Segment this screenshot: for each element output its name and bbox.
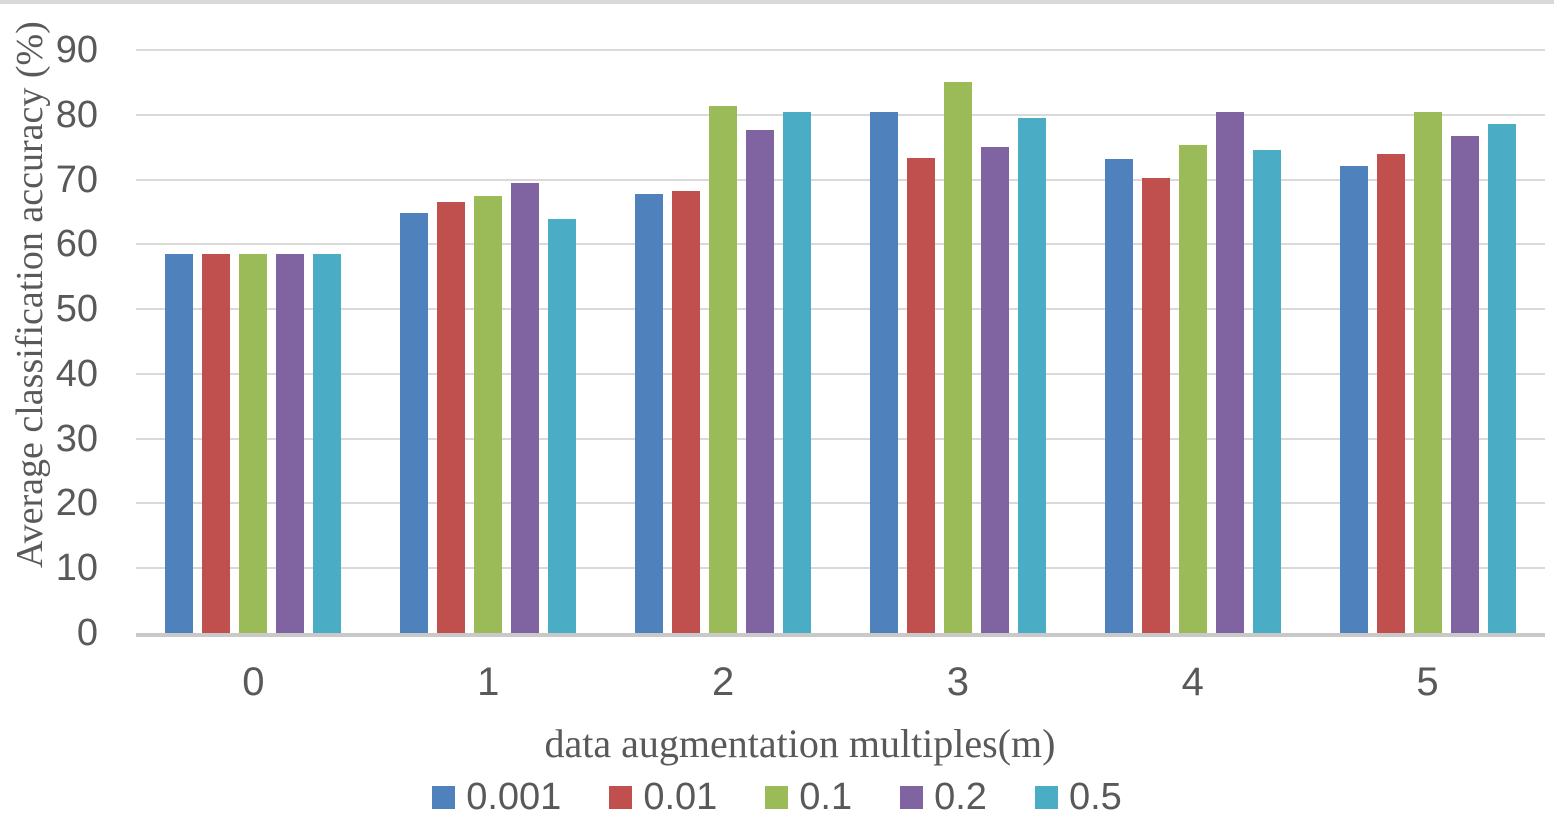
bar bbox=[165, 254, 194, 633]
legend-label: 0.001 bbox=[466, 776, 562, 818]
bar bbox=[474, 195, 503, 633]
legend-label: 0.01 bbox=[643, 776, 718, 818]
bar bbox=[511, 183, 540, 633]
bar bbox=[672, 190, 701, 633]
legend-label: 0.5 bbox=[1068, 776, 1122, 818]
gridline bbox=[136, 49, 1545, 51]
y-tick-label: 90 bbox=[55, 29, 98, 71]
bar bbox=[1413, 111, 1442, 633]
bar bbox=[1252, 150, 1281, 633]
bar bbox=[400, 213, 429, 633]
legend-item: 0.001 bbox=[432, 776, 561, 818]
bar bbox=[709, 105, 738, 633]
bar-groups bbox=[136, 50, 1545, 633]
legend-item: 0.01 bbox=[609, 776, 717, 818]
bar bbox=[276, 254, 305, 633]
bar bbox=[548, 219, 577, 633]
bar-group bbox=[606, 50, 841, 633]
gridline bbox=[136, 308, 1545, 311]
gridline bbox=[136, 372, 1545, 375]
y-tick-label: 60 bbox=[55, 223, 98, 266]
legend-swatch bbox=[1034, 785, 1058, 809]
bar-group bbox=[1310, 50, 1545, 633]
bar-group bbox=[840, 50, 1075, 633]
legend-label: 0.1 bbox=[799, 776, 853, 818]
bar-group bbox=[371, 50, 606, 633]
bar bbox=[1141, 177, 1170, 633]
y-tick-label: 40 bbox=[55, 352, 98, 395]
bar bbox=[906, 158, 935, 633]
bar bbox=[783, 112, 812, 633]
y-tick-label: 50 bbox=[55, 288, 98, 331]
x-axis-title: data augmentation multiples(m) bbox=[544, 721, 1056, 766]
gridline bbox=[136, 243, 1545, 246]
bar-group bbox=[136, 50, 371, 633]
x-tick-label: 1 bbox=[477, 660, 500, 704]
bar bbox=[239, 254, 268, 633]
y-tick-label: 0 bbox=[76, 612, 98, 654]
bar bbox=[1178, 144, 1207, 633]
bar bbox=[202, 254, 231, 633]
bar bbox=[1017, 118, 1046, 633]
bar-group bbox=[1075, 50, 1310, 633]
legend-swatch bbox=[432, 785, 456, 809]
x-tick-labels: 0 1 2 3 4 5 bbox=[136, 660, 1545, 704]
x-tick-label: 4 bbox=[1181, 660, 1204, 704]
bar bbox=[943, 82, 972, 633]
bar bbox=[869, 112, 898, 633]
legend-item: 0.2 bbox=[900, 776, 987, 818]
legend-swatch bbox=[609, 785, 633, 809]
bar bbox=[980, 146, 1009, 633]
bar bbox=[746, 129, 775, 633]
plot-area bbox=[136, 49, 1545, 637]
bar bbox=[1487, 123, 1516, 633]
bar bbox=[1339, 165, 1368, 633]
legend-item: 0.1 bbox=[765, 776, 852, 818]
bar bbox=[1215, 112, 1244, 633]
chart-top-border bbox=[0, 0, 1554, 4]
gridline bbox=[136, 567, 1545, 570]
y-tick-label: 80 bbox=[55, 93, 98, 136]
gridline bbox=[136, 502, 1545, 505]
y-tick-label: 30 bbox=[55, 417, 98, 460]
bar bbox=[437, 201, 466, 633]
bar bbox=[1104, 158, 1133, 633]
bar bbox=[1450, 136, 1479, 633]
bar bbox=[1376, 153, 1405, 633]
x-tick-label: 2 bbox=[711, 660, 735, 704]
y-tick-label: 10 bbox=[55, 547, 98, 590]
legend-item: 0.5 bbox=[1034, 776, 1122, 818]
y-tick-label: 20 bbox=[55, 482, 98, 525]
legend-label: 0.2 bbox=[934, 776, 987, 818]
gridline bbox=[136, 113, 1545, 116]
x-tick-label: 3 bbox=[946, 660, 970, 704]
gridline bbox=[136, 437, 1545, 440]
legend-swatch bbox=[765, 785, 789, 809]
y-tick-label: 70 bbox=[55, 158, 98, 201]
x-axis-line bbox=[136, 633, 1545, 637]
legend: 0.001 0.01 0.1 0.2 0.5 bbox=[10, 774, 1544, 820]
x-tick-label: 0 bbox=[242, 660, 265, 704]
legend-swatch bbox=[900, 785, 924, 809]
bar bbox=[313, 254, 342, 633]
x-tick-label: 5 bbox=[1416, 660, 1439, 704]
bar bbox=[635, 194, 664, 633]
gridline bbox=[136, 178, 1545, 181]
